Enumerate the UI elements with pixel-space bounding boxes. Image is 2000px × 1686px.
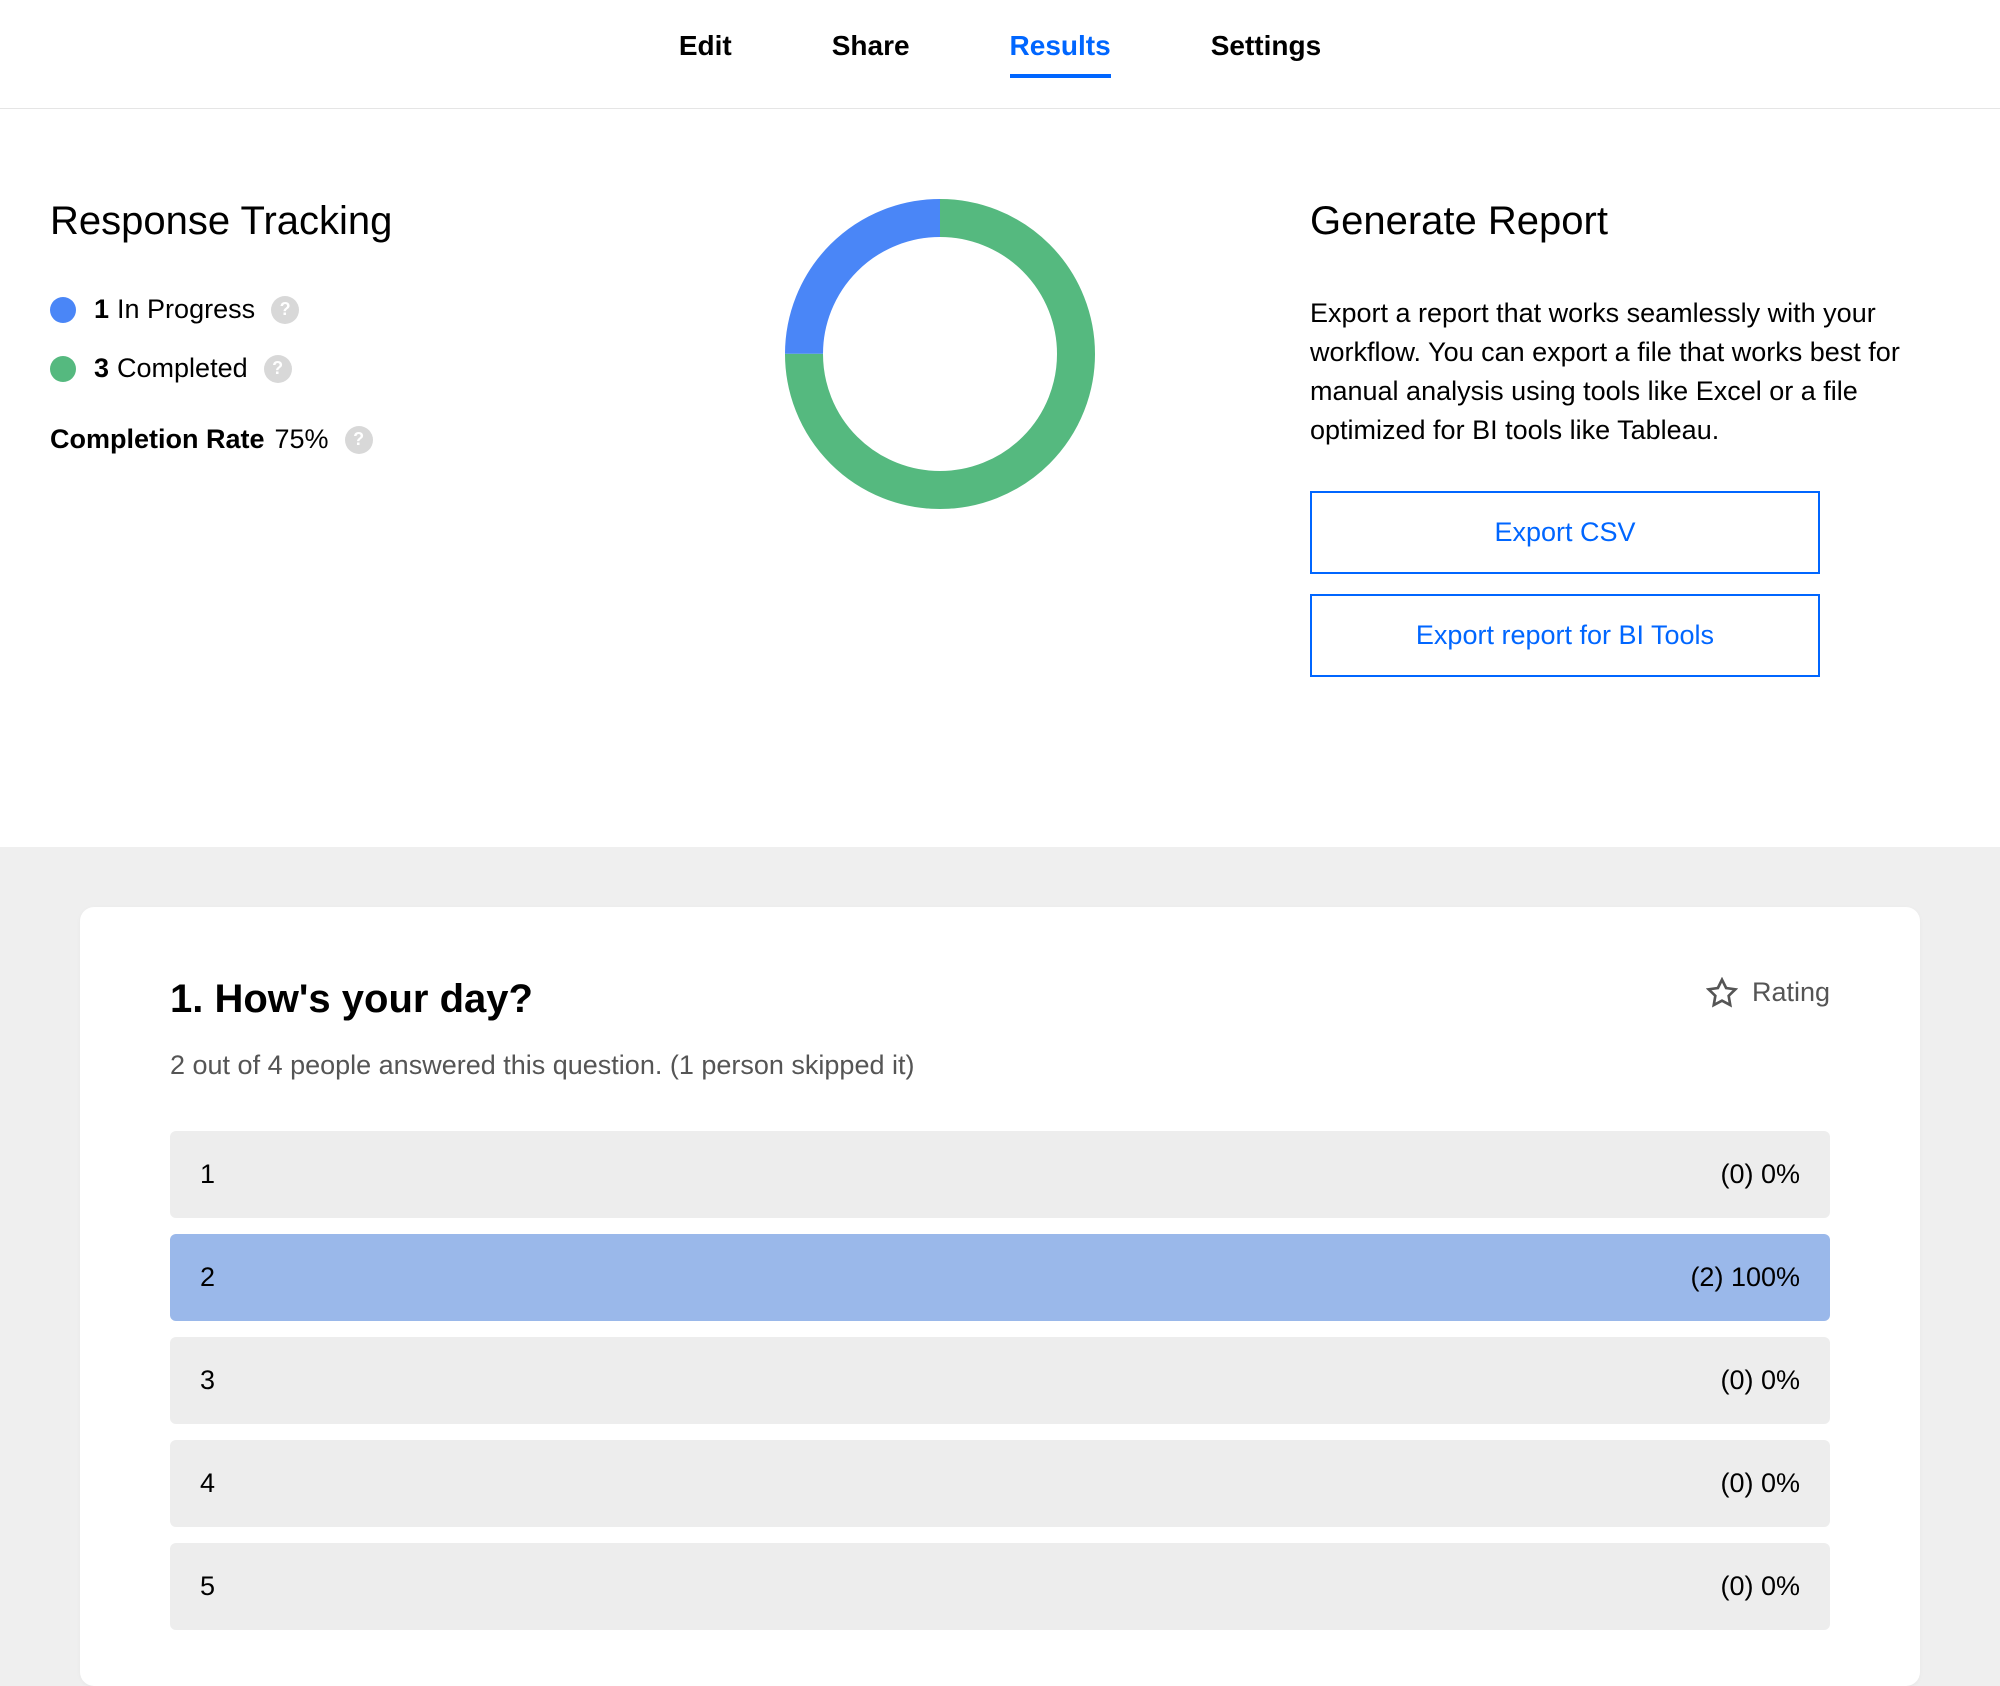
question-header: 1. How's your day? Rating: [170, 977, 1830, 1022]
top-section: Response Tracking 1 In Progress ? 3 Comp…: [0, 109, 2000, 847]
rating-bar-stat: (0) 0%: [1720, 1159, 1800, 1190]
rating-bars: 1 (0) 0% 2 (2) 100% 3 (0) 0% 4 (0) 0% 5 (0) 0%: [170, 1131, 1830, 1630]
generate-report: Generate Report Export a report that wor…: [1310, 199, 1950, 697]
question-title: 1. How's your day?: [170, 977, 533, 1022]
rating-bar-row[interactable]: 5 (0) 0%: [170, 1543, 1830, 1630]
tab-settings[interactable]: Settings: [1211, 30, 1321, 78]
rating-bar-label: 3: [200, 1365, 215, 1396]
tab-edit[interactable]: Edit: [679, 30, 732, 78]
question-subtext: 2 out of 4 people answered this question…: [170, 1050, 1830, 1081]
rating-bar-row[interactable]: 4 (0) 0%: [170, 1440, 1830, 1527]
response-tracking: Response Tracking 1 In Progress ? 3 Comp…: [50, 199, 570, 697]
question-type-label: Rating: [1752, 977, 1830, 1008]
dot-in-progress: [50, 297, 76, 323]
help-icon[interactable]: ?: [345, 426, 373, 454]
completion-rate-label: Completion Rate: [50, 424, 265, 455]
in-progress-label: In Progress: [117, 294, 255, 325]
results-area: 1. How's your day? Rating 2 out of 4 peo…: [0, 847, 2000, 1686]
rating-bar-label: 2: [200, 1262, 215, 1293]
tab-bar: Edit Share Results Settings: [0, 0, 2000, 109]
help-icon[interactable]: ?: [271, 296, 299, 324]
donut-svg: [785, 199, 1095, 509]
legend-completed: 3 Completed ?: [50, 353, 570, 384]
tracking-title: Response Tracking: [50, 199, 570, 244]
help-icon[interactable]: ?: [264, 355, 292, 383]
rating-bar-stat: (0) 0%: [1720, 1468, 1800, 1499]
rating-bar-row[interactable]: 3 (0) 0%: [170, 1337, 1830, 1424]
completion-rate: Completion Rate 75% ?: [50, 424, 570, 455]
rating-bar-stat: (0) 0%: [1720, 1365, 1800, 1396]
report-title: Generate Report: [1310, 199, 1950, 244]
tab-results[interactable]: Results: [1010, 30, 1111, 78]
dot-completed: [50, 356, 76, 382]
export-csv-button[interactable]: Export CSV: [1310, 491, 1820, 574]
legend-in-progress: 1 In Progress ?: [50, 294, 570, 325]
star-icon: [1706, 977, 1738, 1009]
rating-bar-stat: (2) 100%: [1690, 1262, 1800, 1293]
question-card: 1. How's your day? Rating 2 out of 4 peo…: [80, 907, 1920, 1686]
tab-share[interactable]: Share: [832, 30, 910, 78]
completion-rate-value: 75%: [275, 424, 329, 455]
completed-count: 3: [94, 353, 109, 384]
rating-bar-row[interactable]: 1 (0) 0%: [170, 1131, 1830, 1218]
export-bi-button[interactable]: Export report for BI Tools: [1310, 594, 1820, 677]
rating-bar-label: 5: [200, 1571, 215, 1602]
question-type: Rating: [1706, 977, 1830, 1009]
in-progress-count: 1: [94, 294, 109, 325]
rating-bar-label: 1: [200, 1159, 215, 1190]
rating-bar-label: 4: [200, 1468, 215, 1499]
completed-label: Completed: [117, 353, 248, 384]
rating-bar-stat: (0) 0%: [1720, 1571, 1800, 1602]
report-description: Export a report that works seamlessly wi…: [1310, 294, 1950, 451]
rating-bar-row[interactable]: 2 (2) 100%: [170, 1234, 1830, 1321]
donut-chart: [785, 199, 1095, 697]
